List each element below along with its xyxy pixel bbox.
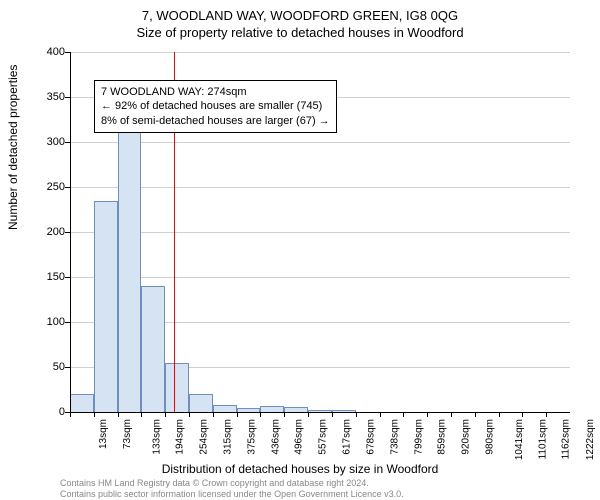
- info-box: 7 WOODLAND WAY: 274sqm← 92% of detached …: [94, 80, 337, 133]
- y-axis-label: Number of detached properties: [6, 65, 20, 230]
- info-line1: 7 WOODLAND WAY: 274sqm: [101, 85, 330, 99]
- histogram-bar: [118, 126, 142, 412]
- grid-line: [70, 52, 570, 53]
- xtick-label: 557sqm: [318, 419, 329, 455]
- y-axis: [70, 52, 71, 412]
- xtick-label: 73sqm: [122, 419, 133, 449]
- x-axis-label: Distribution of detached houses by size …: [0, 462, 600, 476]
- histogram-bar: [165, 363, 189, 413]
- footer-line1: Contains HM Land Registry data © Crown c…: [60, 478, 404, 489]
- ytick-label: 100: [25, 316, 65, 328]
- chart-title-line2: Size of property relative to detached ho…: [0, 25, 600, 40]
- grid-line: [70, 277, 570, 278]
- xtick-label: 13sqm: [98, 419, 109, 449]
- histogram-bar: [94, 201, 118, 413]
- info-line2: ← 92% of detached houses are smaller (74…: [101, 99, 330, 113]
- ytick-label: 200: [25, 226, 65, 238]
- x-axis: [70, 412, 570, 413]
- xtick-label: 859sqm: [437, 419, 448, 455]
- grid-line: [70, 232, 570, 233]
- ytick-label: 350: [25, 91, 65, 103]
- ytick-label: 50: [25, 361, 65, 373]
- histogram-bar: [141, 286, 165, 412]
- footer-line2: Contains public sector information licen…: [60, 489, 404, 500]
- xtick-label: 1162sqm: [561, 419, 572, 459]
- xtick-label: 617sqm: [342, 419, 353, 455]
- xtick-label: 738sqm: [389, 419, 400, 455]
- xtick-label: 315sqm: [223, 419, 234, 455]
- xtick-label: 799sqm: [413, 419, 424, 455]
- ytick-label: 400: [25, 46, 65, 58]
- footer-attribution: Contains HM Land Registry data © Crown c…: [60, 478, 404, 500]
- ytick-label: 300: [25, 136, 65, 148]
- grid-line: [70, 142, 570, 143]
- xtick-label: 1101sqm: [537, 419, 548, 459]
- xtick-label: 194sqm: [175, 419, 186, 455]
- ytick-label: 150: [25, 271, 65, 283]
- xtick-label: 980sqm: [485, 419, 496, 455]
- xtick-label: 920sqm: [461, 419, 472, 455]
- plot-area: 05010015020025030035040013sqm73sqm133sqm…: [70, 52, 570, 412]
- ytick-label: 0: [25, 406, 65, 418]
- xtick-label: 496sqm: [294, 419, 305, 455]
- xtick-label: 1041sqm: [514, 419, 525, 460]
- histogram-bar: [213, 405, 237, 412]
- grid-line: [70, 187, 570, 188]
- xtick-label: 254sqm: [199, 419, 210, 455]
- histogram-bar: [70, 394, 94, 412]
- histogram-bar: [189, 394, 213, 412]
- chart-title-line1: 7, WOODLAND WAY, WOODFORD GREEN, IG8 0QG: [0, 8, 600, 23]
- xtick-label: 1222sqm: [585, 419, 596, 460]
- xtick-label: 678sqm: [365, 419, 376, 455]
- ytick-label: 250: [25, 181, 65, 193]
- xtick-label: 436sqm: [270, 419, 281, 455]
- xtick-label: 375sqm: [246, 419, 257, 455]
- info-line3: 8% of semi-detached houses are larger (6…: [101, 114, 330, 128]
- xtick-label: 133sqm: [151, 419, 162, 455]
